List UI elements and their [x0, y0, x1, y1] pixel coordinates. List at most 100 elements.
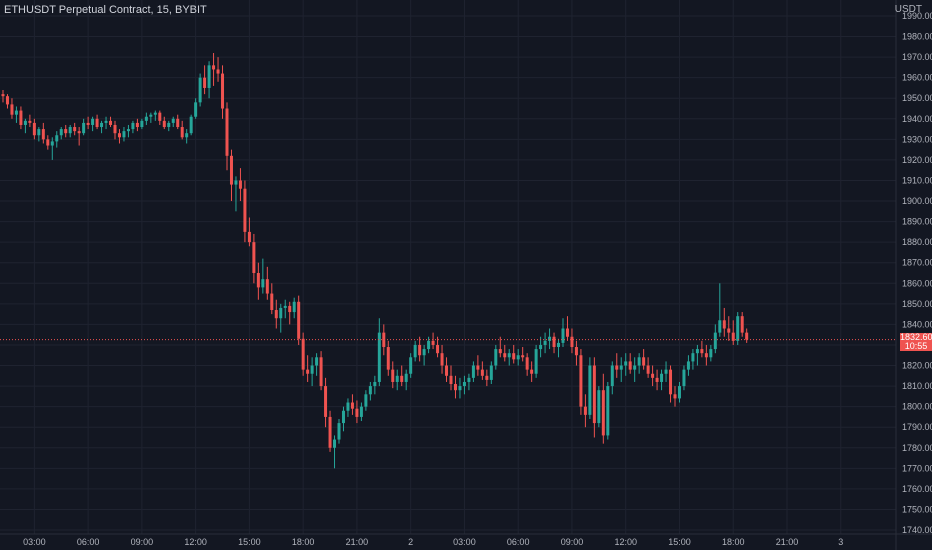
candle-body [391, 369, 395, 382]
candle [153, 110, 157, 121]
candle-body [579, 355, 583, 407]
candle-body [669, 369, 673, 395]
candle-body [382, 332, 386, 348]
candle [418, 336, 422, 362]
price-tick-label: 1900.00 [902, 196, 932, 206]
price-tick-label: 1910.00 [902, 175, 932, 185]
candle [713, 324, 717, 354]
candle-body [216, 69, 220, 74]
candle [745, 328, 749, 343]
candle [530, 361, 534, 382]
candle [306, 355, 310, 382]
candle-body [660, 373, 664, 382]
candle [507, 349, 511, 366]
candle-body [413, 344, 417, 358]
candle [565, 316, 569, 341]
candle-body [646, 365, 650, 374]
price-axis[interactable]: 1990.00 1980.00 1970.00 1960.00 1950.00 1940.… [895, 0, 932, 550]
symbol-title[interactable]: ETHUSDT Perpetual Contract, 15, BYBIT [4, 4, 207, 16]
candle-body [82, 122, 86, 134]
price-tick-label: 1940.00 [902, 114, 932, 124]
candle [449, 365, 453, 391]
candle-body [377, 332, 381, 382]
candle-body [324, 386, 328, 417]
candle [727, 316, 731, 341]
time-axis[interactable]: 03:00 06:00 09:00 12:00 15:00 18:00 21:00 2 03:0… [0, 533, 932, 547]
candle [592, 357, 596, 438]
candle-body [32, 122, 36, 136]
time-tick-label: 15:00 [238, 537, 261, 547]
candle-body [718, 320, 722, 333]
candle-body [700, 349, 704, 354]
time-tick-label: 06:00 [507, 537, 530, 547]
candle [297, 295, 301, 345]
candle-body [68, 127, 72, 134]
candle-body [521, 355, 525, 358]
candle [525, 353, 529, 376]
candle [606, 381, 610, 440]
candle [149, 112, 153, 123]
candle [561, 318, 565, 348]
candle [669, 365, 673, 403]
candle-body [494, 349, 498, 366]
time-tick-label: 09:00 [561, 537, 584, 547]
candle-body [722, 320, 726, 329]
time-tick-label: 15:00 [668, 537, 691, 547]
candle [628, 353, 632, 374]
price-tick-label: 1800.00 [902, 402, 932, 412]
candle-body [704, 353, 708, 358]
candle-body [395, 375, 399, 382]
candle [283, 299, 287, 319]
price-tick-label: 1750.00 [902, 504, 932, 514]
candle-body [319, 357, 323, 387]
candle [171, 116, 175, 128]
price-tick-label: 1780.00 [902, 443, 932, 453]
candle-body [368, 386, 372, 395]
candle [333, 435, 337, 469]
candle [23, 118, 27, 134]
candle-body [73, 127, 77, 132]
time-tick-label: 21:00 [776, 537, 799, 547]
price-tick-label: 1760.00 [902, 484, 932, 494]
candle-body [64, 129, 68, 134]
candle [516, 349, 520, 366]
candle [552, 332, 556, 354]
candle [427, 336, 431, 354]
time-tick-label: 12:00 [184, 537, 207, 547]
candle [651, 365, 655, 387]
candle [700, 340, 704, 358]
candle-body [158, 112, 162, 121]
candle-body [350, 402, 354, 409]
price-tick-label: 1920.00 [902, 155, 932, 165]
candle [445, 357, 449, 382]
time-tick-label: 12:00 [614, 537, 637, 547]
candle-body [126, 129, 130, 132]
candle [391, 361, 395, 389]
candle [655, 369, 659, 391]
candle-body [727, 328, 731, 333]
candle [409, 353, 413, 378]
candle-body [77, 131, 81, 134]
candle [458, 377, 462, 399]
candle [377, 318, 381, 387]
candle [104, 116, 108, 130]
candle [46, 135, 50, 150]
candle-body [37, 129, 41, 136]
candle-body [315, 357, 319, 366]
candle [722, 307, 726, 337]
candle-body [543, 340, 547, 345]
candle [117, 129, 121, 144]
candle [695, 344, 699, 366]
candle [619, 357, 623, 382]
candle [404, 369, 408, 391]
candle-body [740, 316, 744, 333]
candle [14, 106, 18, 123]
candle-body [247, 231, 251, 243]
candle [140, 118, 144, 130]
candle [467, 373, 471, 391]
candle-body [498, 349, 502, 354]
candle [194, 98, 198, 119]
candle [256, 262, 260, 300]
candle-body [28, 120, 32, 123]
